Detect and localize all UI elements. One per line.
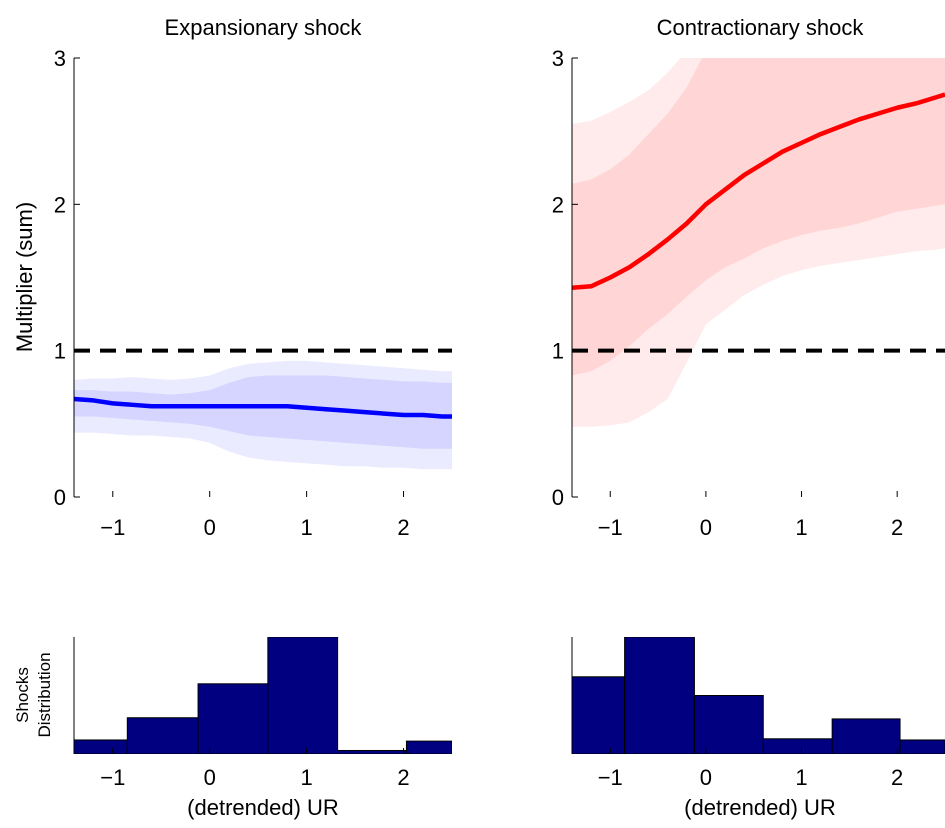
- x-tick-label: −1: [598, 515, 623, 540]
- panel-title: Contractionary shock: [657, 15, 865, 40]
- histogram-bar: [572, 676, 626, 754]
- x-tick-label: −1: [100, 765, 125, 790]
- x-tick-label: 2: [397, 765, 409, 790]
- panel-title: Expansionary shock: [165, 15, 363, 40]
- histogram-bar: [624, 637, 695, 754]
- panel-expansionary: Expansionary shock Multiplier (sum) 0 1 2 3…: [12, 15, 452, 540]
- y-tick-label: 1: [552, 339, 564, 364]
- plot-area: 0 1 2 3 −1 0 1 2: [54, 46, 452, 540]
- x-tick-label: −1: [598, 765, 623, 790]
- panel-histogram-contractionary: (detrended) UR −1 0 1 2: [571, 637, 945, 820]
- histogram-bar: [693, 695, 764, 754]
- x-axis-label: (detrended) UR: [684, 795, 836, 820]
- y-axis-label-line-2: Distribution: [35, 652, 54, 737]
- y-tick-label: 0: [552, 485, 564, 510]
- x-tick-label: −1: [100, 515, 125, 540]
- histogram-bar: [74, 739, 128, 754]
- x-axis-label: (detrended) UR: [187, 795, 339, 820]
- histogram-bar: [337, 749, 407, 754]
- histogram-bar: [197, 683, 269, 754]
- x-tick-label: 1: [795, 765, 807, 790]
- confidence-band-inner: [74, 375, 452, 449]
- y-tick-label: 0: [54, 485, 66, 510]
- y-tick-label: 3: [54, 46, 66, 71]
- confidence-band-inner: [572, 58, 945, 376]
- y-tick-label: 1: [54, 339, 66, 364]
- panel-contractionary: Contractionary shock 0 1 2 3 −1 0 1 2: [552, 15, 945, 540]
- histogram-bar: [267, 637, 339, 754]
- panel-histogram-expansionary: Shocks Distribution (detrended) UR −1 0 1 2: [13, 637, 452, 820]
- y-axis-label: Multiplier (sum): [12, 202, 37, 352]
- x-tick-label: 2: [891, 765, 903, 790]
- median-line: [572, 92, 945, 290]
- plot-marks: [572, 58, 945, 427]
- y-tick-label: 2: [552, 192, 564, 217]
- x-tick-label: 0: [700, 765, 712, 790]
- plot-area: −1 0 1 2: [73, 637, 452, 790]
- y-axis-label-line-1: Shocks: [13, 667, 32, 723]
- plot-marks: [572, 637, 945, 754]
- histogram-bar: [899, 739, 945, 754]
- histogram-bar: [126, 717, 199, 754]
- plot-marks: [74, 637, 452, 754]
- median-line: [74, 396, 452, 419]
- histogram-bar: [762, 738, 833, 754]
- y-tick-label: 3: [552, 46, 564, 71]
- x-tick-label: 0: [700, 515, 712, 540]
- histogram-bar: [831, 718, 901, 754]
- x-tick-label: 0: [204, 515, 216, 540]
- y-tick-label: 2: [54, 192, 66, 217]
- x-tick-label: 2: [891, 515, 903, 540]
- plot-area: 0 1 2 3 −1 0 1 2: [552, 46, 945, 540]
- x-tick-label: 0: [204, 765, 216, 790]
- x-tick-label: 1: [300, 765, 312, 790]
- x-tick-label: 1: [795, 515, 807, 540]
- histogram-bar: [405, 740, 452, 754]
- x-tick-label: 1: [300, 515, 312, 540]
- plot-area: −1 0 1 2: [571, 637, 945, 790]
- x-tick-label: 2: [397, 515, 409, 540]
- plot-marks: [74, 348, 452, 470]
